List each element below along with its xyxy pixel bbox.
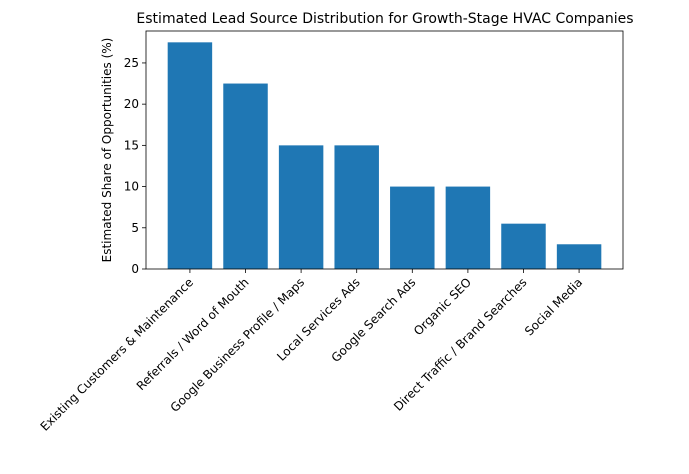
x-tick-label: Social Media [522,275,585,338]
bar [556,244,602,269]
bar [278,145,324,269]
bar [445,186,491,269]
y-tick-label: 20 [124,97,139,111]
bar [501,223,546,269]
chart-title: Estimated Lead Source Distribution for G… [136,11,633,27]
x-tick-label: Organic SEO [411,275,474,338]
plot-frame [145,30,624,270]
bar [390,186,435,269]
y-tick-label: 15 [124,138,139,152]
y-tick-label: 0 [131,262,139,276]
bar [223,83,268,269]
bar [167,42,213,270]
y-tick-label: 25 [124,56,139,70]
y-axis-label: Estimated Share of Opportunities (%) [100,38,114,263]
bar [334,145,379,269]
y-tick-label: 10 [124,180,139,194]
y-tick-label: 5 [131,221,139,235]
x-tick-label: Referrals / Word of Mouth [134,275,252,393]
